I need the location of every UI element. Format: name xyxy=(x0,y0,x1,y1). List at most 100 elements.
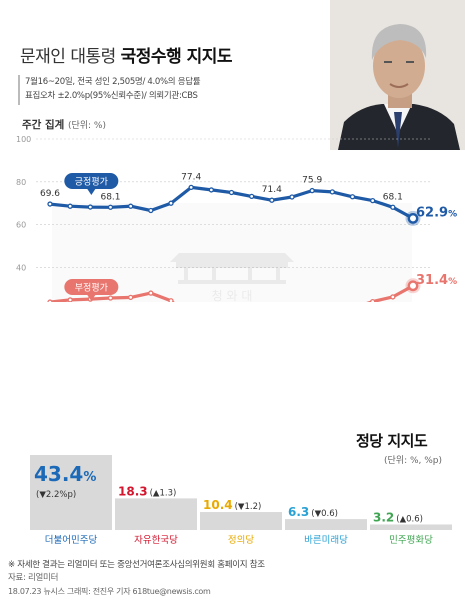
party-change: (▲1.3) xyxy=(150,488,177,498)
party-value: 6.3 xyxy=(288,505,309,519)
data-point xyxy=(329,189,335,195)
party-value-line: 3.2 (▲0.6) xyxy=(373,510,423,524)
survey-line-2: 표집오차 ±2.0%p(95%신뢰수준)/ 의뢰기관:CBS xyxy=(25,91,198,101)
data-label: 77.4 xyxy=(181,172,201,182)
data-point xyxy=(67,297,73,302)
data-label: 68.1 xyxy=(100,192,120,202)
y-grid xyxy=(36,138,430,268)
series-tag-text: 부정평가 xyxy=(75,283,108,294)
party-chart-title: 정당 지지도 xyxy=(356,432,428,450)
data-label: 69.6 xyxy=(40,189,60,199)
party-bar xyxy=(30,455,112,530)
president-portrait xyxy=(330,0,465,150)
party-bar-group: 6.3 (▼0.6) 바른미래당 xyxy=(285,505,367,546)
series-tag-text: 긍정평가 xyxy=(75,177,108,188)
data-point xyxy=(128,203,134,209)
survey-info: 7월16~20일, 전국 성인 2,505명/ 4.0%의 응답률 표집오차 ±… xyxy=(18,75,253,105)
data-point xyxy=(148,290,154,296)
data-point xyxy=(168,200,174,206)
y-tick-label: 40 xyxy=(16,263,26,272)
footer-credit: 18.07.23 뉴시스 그래픽: 전진우 기자 618tue@newsis.c… xyxy=(8,587,211,596)
series-tag-bubble xyxy=(64,279,119,295)
data-point xyxy=(390,204,396,210)
party-name: 바른미래당 xyxy=(304,535,348,546)
y-tick-label: 80 xyxy=(16,178,26,187)
party-value: 43.4 xyxy=(34,462,83,486)
data-point xyxy=(67,203,73,209)
data-point xyxy=(47,201,53,207)
title-prefix: 문재인 대통령 xyxy=(20,47,116,67)
series-tag-bubble xyxy=(64,173,119,189)
party-change: (▼2.2%p) xyxy=(36,490,76,500)
title-main: 국정수행 지지도 xyxy=(120,47,233,67)
data-point xyxy=(370,197,376,204)
data-point xyxy=(289,194,295,200)
party-value: 10.4 xyxy=(203,498,233,512)
y-tick-label: 60 xyxy=(16,221,26,230)
party-bar-group: 3.2 (▲0.6) 민주평화당 xyxy=(370,510,452,546)
series-tag-pointer xyxy=(87,295,96,301)
weekly-label: 주간 집계 (단위: %) xyxy=(22,119,106,131)
party-chart-unit: (단위: %, %p) xyxy=(384,456,443,466)
party-value-line: 10.4 (▼1.2) xyxy=(203,498,261,512)
data-point xyxy=(370,298,376,302)
data-point xyxy=(148,207,154,214)
party-name: 정의당 xyxy=(228,535,254,546)
party-value-line: 6.3 (▼0.6) xyxy=(288,505,338,519)
party-bar-chart: 43.4% (▼2.2%p) 더불어민주당 18.3 (▲1.3) 자유한국당 10.4 (▼… xyxy=(30,455,452,546)
line-series: 69.6 68.1 77.4 71.4 75.9 68.1 62.9% 23.825.715.… xyxy=(40,172,457,302)
survey-line-1: 7월16~20일, 전국 성인 2,505명/ 4.0%의 응답률 xyxy=(25,77,201,87)
party-bar xyxy=(200,512,282,530)
latest-value-label: 62.9% xyxy=(416,205,457,220)
weekly-unit: (단위: %) xyxy=(67,121,106,131)
party-name: 더불어민주당 xyxy=(45,535,98,546)
latest-point xyxy=(407,212,419,224)
party-value: 3.2 xyxy=(373,510,394,524)
party-change: (▼1.2) xyxy=(235,502,262,512)
data-point xyxy=(309,187,315,194)
latest-value-label: 31.4% xyxy=(416,273,457,288)
party-change: (▲0.6) xyxy=(396,514,423,524)
data-point xyxy=(47,299,53,302)
party-name: 자유한국당 xyxy=(134,535,178,546)
party-value: 18.3 xyxy=(118,484,148,498)
data-point xyxy=(128,294,134,301)
series-tag: 부정평가 xyxy=(64,279,119,301)
data-label: 75.9 xyxy=(302,176,322,186)
data-point xyxy=(269,197,275,203)
data-point xyxy=(208,187,214,193)
party-bar xyxy=(115,498,197,530)
data-point xyxy=(107,204,114,210)
party-bar xyxy=(370,524,452,530)
series-negative: 23.825.715.921.919.026.231.4% xyxy=(47,273,457,302)
party-name: 민주평화당 xyxy=(389,535,433,546)
party-bar-group: 10.4 (▼1.2) 정의당 xyxy=(200,498,282,546)
series-tag-pointer xyxy=(87,189,96,195)
data-point xyxy=(168,298,174,302)
data-point xyxy=(249,193,255,200)
series-tag: 긍정평가 xyxy=(64,173,119,195)
party-value-line: 18.3 (▲1.3) xyxy=(118,484,176,498)
party-bar-group: 18.3 (▲1.3) 자유한국당 xyxy=(115,484,197,546)
watermark-text: 청 와 대 xyxy=(212,289,253,302)
data-point xyxy=(390,294,396,300)
footer-note: ※ 자세한 결과는 리얼미터 또는 중앙선거여론조사심의위원회 홈페이지 참조 xyxy=(8,560,265,570)
y-tick-label: 100 xyxy=(16,135,31,144)
footer: ※ 자세한 결과는 리얼미터 또는 중앙선거여론조사심의위원회 홈페이지 참조 … xyxy=(8,559,265,598)
party-value-line: 43.4% xyxy=(34,462,96,486)
footer-source: 자료: 리얼미터 xyxy=(8,573,59,583)
data-point xyxy=(188,184,194,191)
data-label: 68.1 xyxy=(383,192,403,202)
data-point xyxy=(349,194,356,200)
data-point xyxy=(228,189,235,196)
y-axis-labels: 020406080100 xyxy=(16,135,31,272)
data-point xyxy=(87,204,93,210)
latest-point xyxy=(407,280,419,292)
party-bar-group: 43.4% (▼2.2%p) 더불어민주당 xyxy=(30,455,112,546)
party-bar xyxy=(285,519,367,530)
page-title: 문재인 대통령 국정수행 지지도 xyxy=(20,42,233,67)
approval-line-chart: 청 와 대 020406080100 2주341주2341주23451주2341… xyxy=(16,135,457,302)
data-point xyxy=(107,295,114,301)
data-label: 71.4 xyxy=(262,185,282,195)
